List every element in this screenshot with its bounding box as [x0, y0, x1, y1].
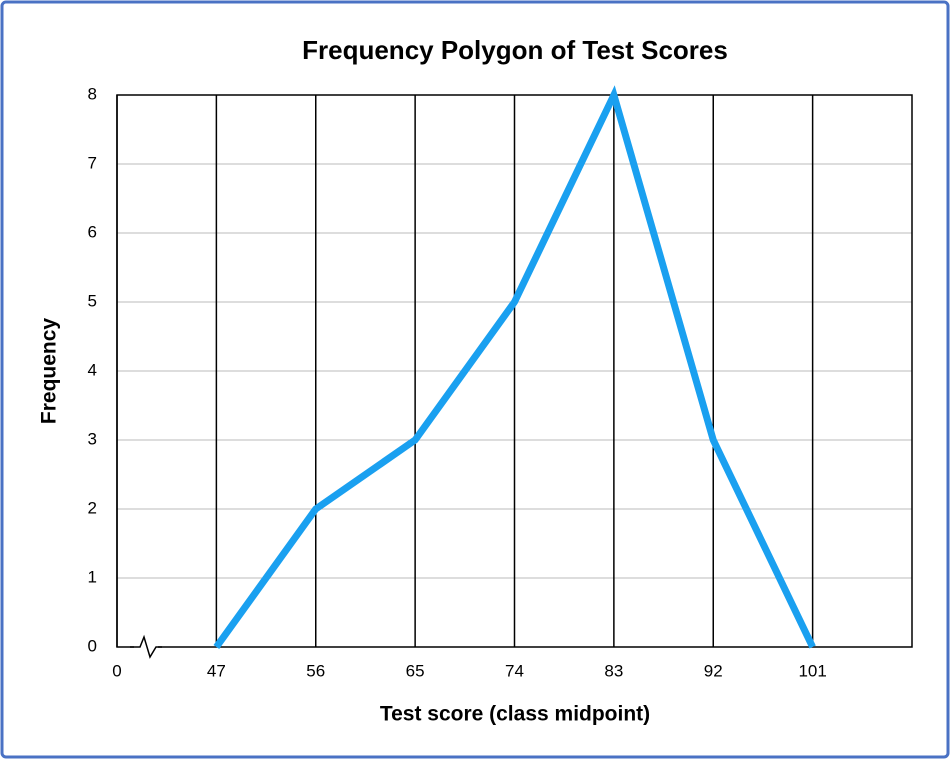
- y-tick-label: 7: [88, 153, 97, 172]
- y-tick-label: 1: [88, 567, 97, 586]
- y-axis-label: Frequency: [38, 318, 61, 425]
- y-tick-label: 4: [88, 360, 97, 379]
- axis-break-gap: [134, 644, 158, 650]
- plot-border: [116, 94, 913, 648]
- x-tick-label: 47: [207, 661, 226, 680]
- axis-break: [130, 634, 162, 659]
- data-line: [213, 85, 816, 650]
- y-tick-label: 3: [88, 429, 97, 448]
- x-tick-label: 65: [406, 661, 425, 680]
- x-axis-label: Test score (class midpoint): [380, 703, 650, 726]
- x-tick-label: 74: [505, 661, 524, 680]
- x-tick-label: 83: [604, 661, 623, 680]
- y-tick-label: 6: [88, 222, 97, 241]
- x-tick-label: 101: [798, 661, 826, 680]
- chart-title: Frequency Polygon of Test Scores: [302, 35, 728, 65]
- y-tick-label: 0: [88, 636, 97, 655]
- x-tick-label: 92: [704, 661, 723, 680]
- x-tick-label: 0: [112, 661, 121, 680]
- y-tick-label: 5: [88, 291, 97, 310]
- y-tick-label: 8: [88, 84, 97, 103]
- x-tick-label: 56: [306, 661, 325, 680]
- y-tick-label: 2: [88, 498, 97, 517]
